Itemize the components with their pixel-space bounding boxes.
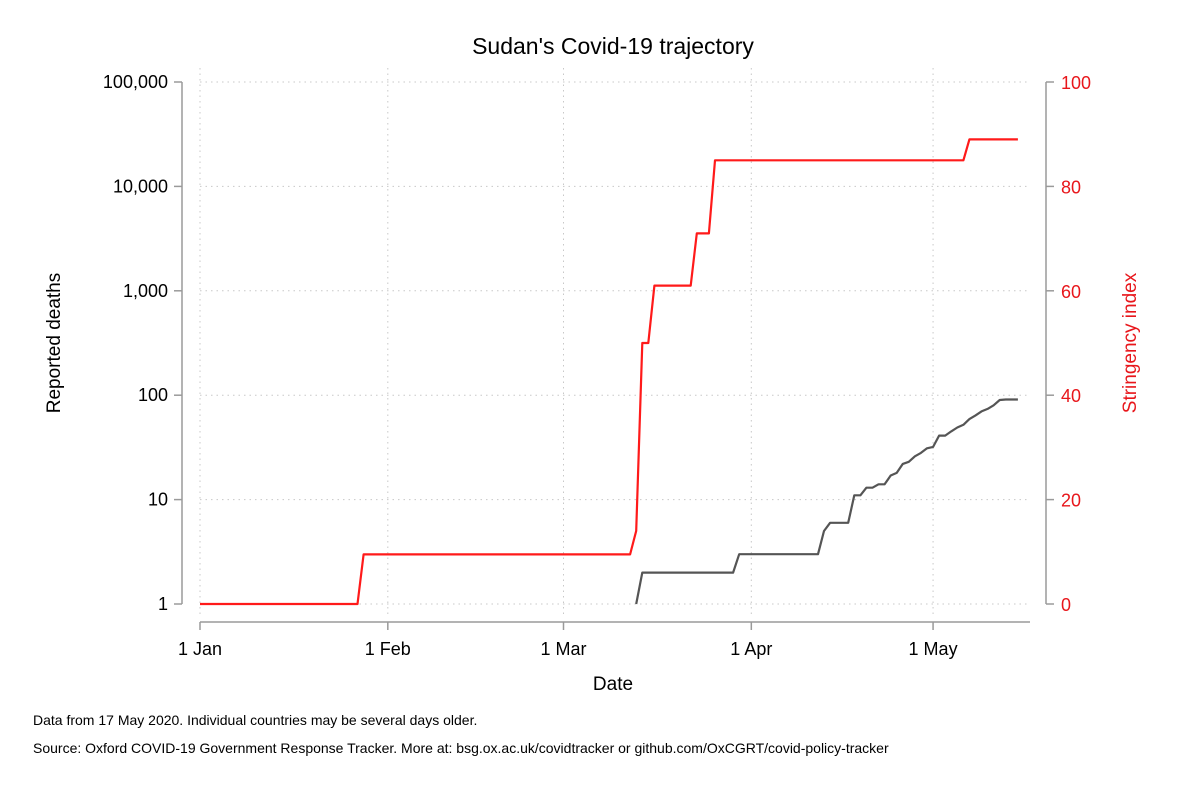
y-right-tick-label: 60 <box>1061 282 1081 302</box>
data-lines <box>200 138 1018 606</box>
chart-title: Sudan's Covid-19 trajectory <box>472 33 754 59</box>
axes <box>174 81 1054 630</box>
y-right-tick-label: 100 <box>1061 73 1091 93</box>
y-right-tick-label: 20 <box>1061 491 1081 511</box>
y-right-tick-label: 40 <box>1061 386 1081 406</box>
y-left-axis-title: Reported deaths <box>44 273 65 414</box>
footnote-source: Source: Oxford COVID-19 Government Respo… <box>33 740 889 756</box>
y-right-tick-label: 80 <box>1061 177 1081 197</box>
y-left-tick-label: 1,000 <box>123 281 168 301</box>
y-left-tick-label: 100,000 <box>103 72 168 92</box>
x-tick-label: 1 Mar <box>540 639 586 659</box>
footnote-data-date: Data from 17 May 2020. Individual countr… <box>33 712 477 728</box>
y-right-tick-label: 0 <box>1061 595 1071 615</box>
y-left-tick-label: 100 <box>138 385 168 405</box>
stringency-series-line <box>200 138 1018 606</box>
y-left-tick-label: 1 <box>158 594 168 614</box>
y-left-tick-label: 10,000 <box>113 176 168 196</box>
x-tick-label: 1 Jan <box>178 639 222 659</box>
deaths-series-line <box>635 398 1018 605</box>
x-tick-label: 1 Apr <box>730 639 772 659</box>
x-tick-label: 1 May <box>909 639 958 659</box>
y-right-axis-title: Stringency index <box>1120 272 1141 413</box>
tick-labels: 1 10 100 1,000 10,000 100,000 0 20 40 60 80 100 1 Ja… <box>103 72 1091 659</box>
y-left-tick-label: 10 <box>148 490 168 510</box>
x-axis-title: Date <box>593 674 633 695</box>
gridlines <box>199 68 1030 618</box>
x-tick-label: 1 Feb <box>365 639 411 659</box>
